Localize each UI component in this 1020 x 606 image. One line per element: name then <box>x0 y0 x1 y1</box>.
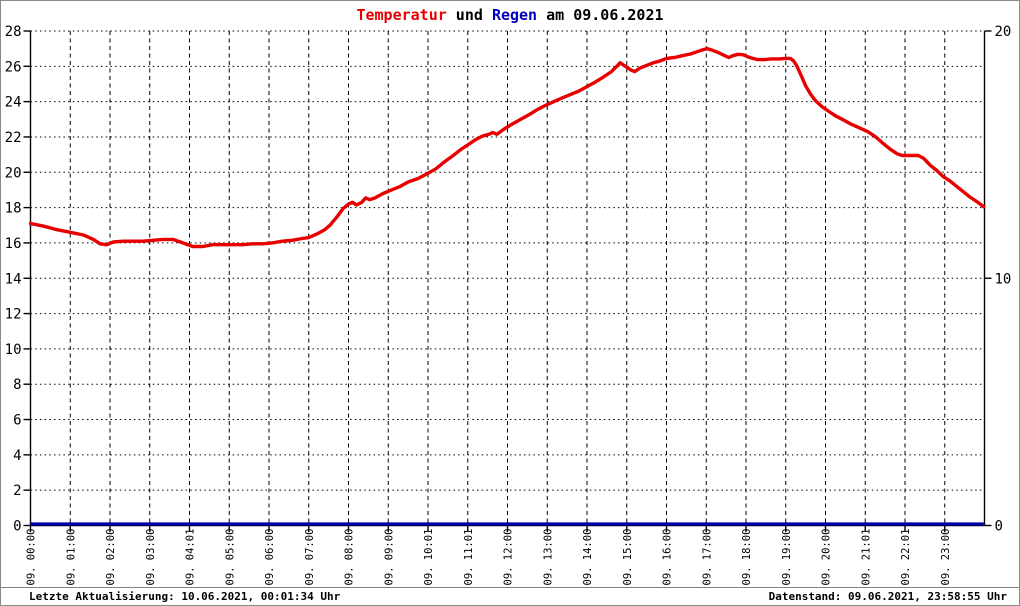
x-tick-label: 09. 17:00 <box>701 529 713 586</box>
x-tick-label: 09. 13:00 <box>542 529 554 586</box>
title-date: am 09.06.2021 <box>537 6 664 24</box>
y-left-tick-label: 14 <box>5 271 22 287</box>
x-tick-label: 09. 03:00 <box>145 529 157 586</box>
x-tick-label: 09. 19:00 <box>781 529 793 586</box>
x-tick-label: 09. 15:00 <box>622 529 634 586</box>
y-left-tick-label: 10 <box>5 342 22 358</box>
y-left-tick-label: 28 <box>5 24 22 40</box>
y-left-tick-label: 24 <box>5 95 22 111</box>
x-tick-label: 09. 00:00 <box>26 529 38 586</box>
chart-title: Temperatur und Regen am 09.06.2021 <box>1 6 1019 24</box>
data-series <box>28 47 986 526</box>
y-left-tick-label: 18 <box>5 201 22 217</box>
data-state-text: Datenstand: 09.06.2021, 23:58:55 Uhr <box>768 590 1007 603</box>
y-left-tick-label: 0 <box>13 519 21 535</box>
y-left-tick-label: 4 <box>13 448 21 464</box>
title-rain: Regen <box>491 6 538 24</box>
y-left-tick-label: 22 <box>5 130 22 146</box>
last-update-text: Letzte Aktualisierung: 10.06.2021, 00:01… <box>29 590 341 603</box>
x-tick-label: 09. 04:01 <box>185 529 197 586</box>
x-tick-label: 09. 18:00 <box>741 529 753 586</box>
y-left-tick-label: 6 <box>13 413 21 429</box>
title-temperature: Temperatur <box>356 6 447 24</box>
gridlines <box>30 30 985 526</box>
x-tick-label: 09. 06:00 <box>264 529 276 586</box>
x-tick-label: 09. 14:00 <box>582 529 594 586</box>
x-tick-label: 09. 05:00 <box>224 529 236 586</box>
y-left-tick-label: 20 <box>5 165 22 181</box>
y-left-tick-label: 26 <box>5 59 22 75</box>
title-and: und <box>446 6 492 24</box>
y-left-tick-label: 2 <box>13 483 21 499</box>
x-tick-label: 09. 11:01 <box>463 529 475 586</box>
x-tick-label: 09. 12:00 <box>503 529 515 586</box>
y-left-tick-label: 12 <box>5 307 22 323</box>
x-tick-label: 09. 10:01 <box>423 529 435 586</box>
x-tick-label: 09. 08:00 <box>344 529 356 586</box>
x-tick-label: 09. 16:00 <box>662 529 674 586</box>
x-tick-label: 09. 01:00 <box>65 529 77 586</box>
temperature-line <box>28 47 986 249</box>
x-tick-label: 09. 09:00 <box>383 529 395 586</box>
axis-ticks <box>23 30 992 532</box>
y-left-tick-label: 8 <box>13 377 21 393</box>
x-tick-label: 09. 20:00 <box>821 529 833 586</box>
x-tick-label: 09. 02:00 <box>105 529 117 586</box>
x-tick-label: 09. 22:01 <box>900 529 912 586</box>
x-tick-label: 09. 21:01 <box>860 529 872 586</box>
x-tick-label: 09. 07:00 <box>304 529 316 586</box>
y-right-tick-label: 20 <box>995 24 1012 40</box>
y-left-tick-label: 16 <box>5 236 22 252</box>
y-right-tick-label: 0 <box>995 519 1003 535</box>
y-right-tick-label: 10 <box>995 271 1012 287</box>
x-tick-label: 09. 23:00 <box>940 529 952 586</box>
status-bar: Letzte Aktualisierung: 10.06.2021, 00:01… <box>1 587 1019 605</box>
